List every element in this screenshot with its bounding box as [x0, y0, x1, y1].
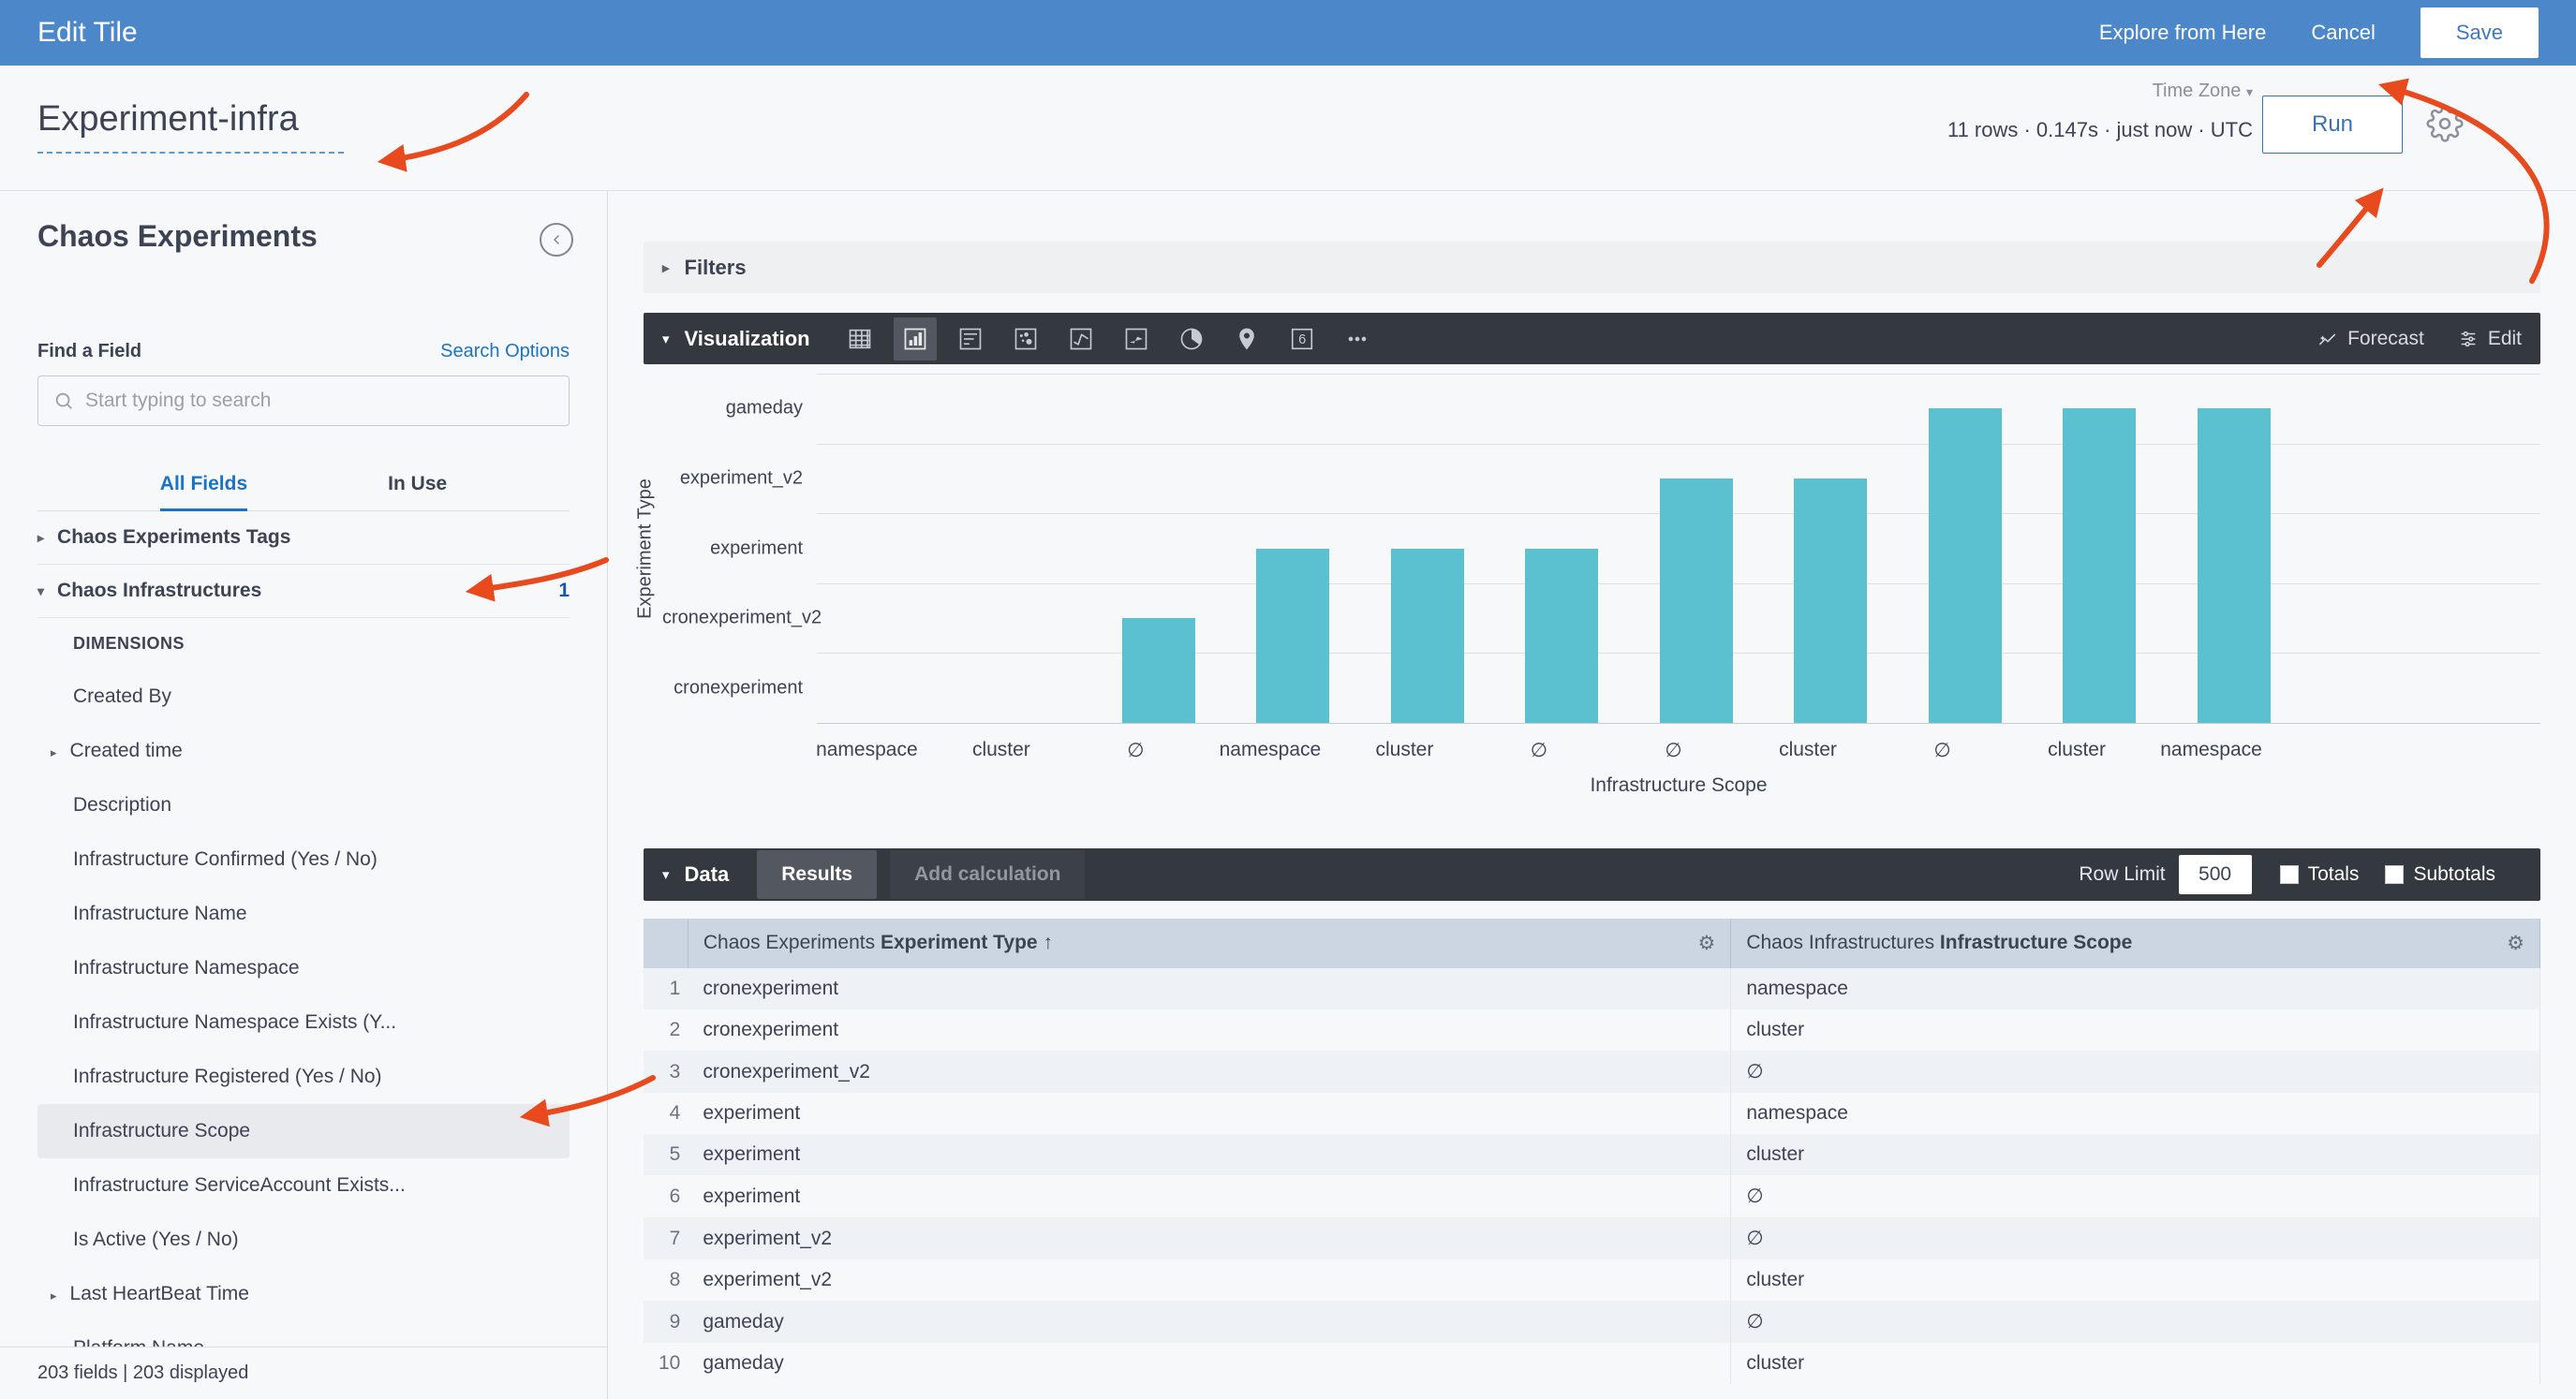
- svg-text:6: 6: [1298, 332, 1306, 347]
